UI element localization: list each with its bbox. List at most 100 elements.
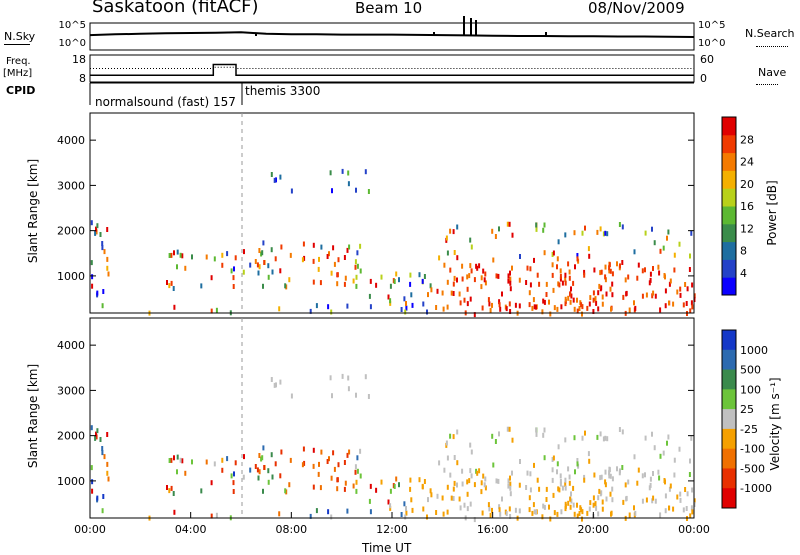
nsky-line	[4, 44, 30, 45]
noise-series-line	[89, 31, 695, 38]
heatmap-cell	[581, 311, 583, 317]
heatmap-cell	[336, 486, 339, 492]
heatmap-cell	[101, 303, 104, 309]
heatmap-cell	[597, 495, 600, 501]
heatmap-cell	[641, 498, 644, 504]
colorbar-tick: 28	[740, 133, 754, 146]
heatmap-cell	[594, 501, 597, 507]
nave-line	[756, 84, 778, 85]
power-heatmap	[90, 168, 696, 318]
heatmap-cell	[446, 279, 449, 285]
heatmap-cell	[458, 496, 461, 502]
heatmap-cell	[475, 263, 478, 269]
heatmap-cell	[567, 500, 570, 506]
cpid-normalsound: normalsound (fast) 157	[95, 95, 236, 109]
heatmap-cell	[581, 516, 583, 522]
heatmap-cell	[621, 260, 624, 265]
heatmap-cell	[542, 432, 545, 438]
heatmap-cell	[469, 468, 472, 474]
heatmap-cell	[453, 250, 456, 255]
heatmap-cell	[586, 510, 589, 516]
heatmap-cell	[221, 252, 224, 258]
heatmap-cell	[452, 486, 455, 492]
heatmap-cell	[449, 267, 452, 273]
cpid-label: CPID	[6, 84, 36, 97]
heatmap-cell	[519, 254, 521, 259]
heatmap-cell	[232, 275, 235, 281]
freq-left-tick: 8	[79, 72, 86, 85]
heatmap-cell	[348, 244, 351, 250]
heatmap-cell	[341, 373, 344, 379]
heatmap-cell	[673, 252, 676, 258]
heatmap-cell	[446, 455, 449, 461]
heatmap-cell	[466, 274, 469, 280]
heatmap-cell	[649, 277, 652, 283]
heatmap-cell	[367, 394, 370, 399]
heatmap-cell	[581, 304, 584, 310]
noise-right-tick: 10^5	[698, 20, 725, 31]
heatmap-cell	[589, 500, 592, 506]
heatmap-cell	[600, 474, 603, 480]
heatmap-cell	[686, 286, 689, 292]
heatmap-cell	[664, 303, 667, 309]
heatmap-cell	[564, 276, 567, 282]
heatmap-cell	[106, 227, 109, 232]
heatmap-cell	[576, 308, 579, 314]
heatmap-cell	[508, 301, 511, 307]
heatmap-cell	[106, 461, 109, 467]
heatmap-cell	[627, 274, 630, 280]
heatmap-cell	[558, 487, 561, 493]
colorbar-swatch	[722, 349, 736, 371]
heatmap-cell	[258, 453, 261, 458]
heatmap-cell	[166, 485, 168, 490]
heatmap-cell	[470, 473, 473, 479]
heatmap-cell	[256, 467, 259, 473]
heatmap-cell	[608, 473, 611, 479]
heatmap-cell	[405, 510, 408, 516]
heatmap-cell	[625, 290, 628, 296]
y-tick-label: 3000	[57, 384, 85, 397]
heatmap-cell	[254, 464, 257, 469]
colorbar-swatch	[722, 117, 736, 136]
heatmap-cell	[495, 478, 498, 484]
heatmap-cell	[476, 265, 479, 271]
colorbar-tick: -100	[740, 443, 765, 456]
heatmap-cell	[608, 265, 611, 271]
heatmap-cell	[587, 246, 590, 252]
heatmap-cell	[172, 491, 175, 496]
heatmap-cell	[664, 493, 667, 499]
heatmap-cell	[551, 457, 554, 462]
cpid-bar	[89, 82, 694, 105]
heatmap-cell	[608, 262, 611, 268]
heatmap-cell	[101, 241, 104, 246]
heatmap-cell	[597, 290, 600, 296]
heatmap-cell	[659, 512, 662, 518]
heatmap-cell	[261, 455, 264, 461]
heatmap-cell	[405, 301, 407, 306]
heatmap-cell	[95, 229, 98, 235]
heatmap-cell	[331, 188, 333, 194]
heatmap-cell	[551, 477, 554, 483]
heatmap-cell	[545, 486, 548, 492]
heatmap-cell	[466, 506, 469, 512]
heatmap-cell	[509, 280, 512, 286]
heatmap-cell	[609, 268, 612, 274]
heatmap-cell	[356, 468, 359, 474]
heatmap-cell	[442, 511, 445, 517]
heatmap-cell	[662, 450, 665, 456]
freq-series-line	[90, 63, 694, 77]
heatmap-cell	[101, 245, 104, 251]
heatmap-cell	[270, 247, 273, 253]
heatmap-cell	[690, 435, 693, 441]
heatmap-cell	[446, 509, 449, 515]
heatmap-cell	[672, 506, 675, 512]
heatmap-cell	[538, 486, 541, 492]
heatmap-cell	[574, 469, 576, 475]
heatmap-cell	[263, 260, 266, 265]
heatmap-cell	[256, 262, 259, 268]
heatmap-cell	[466, 286, 469, 292]
heatmap-cell	[501, 291, 503, 297]
heatmap-cell	[329, 170, 332, 176]
heatmap-cell	[499, 511, 502, 517]
heatmap-cell	[525, 280, 528, 285]
